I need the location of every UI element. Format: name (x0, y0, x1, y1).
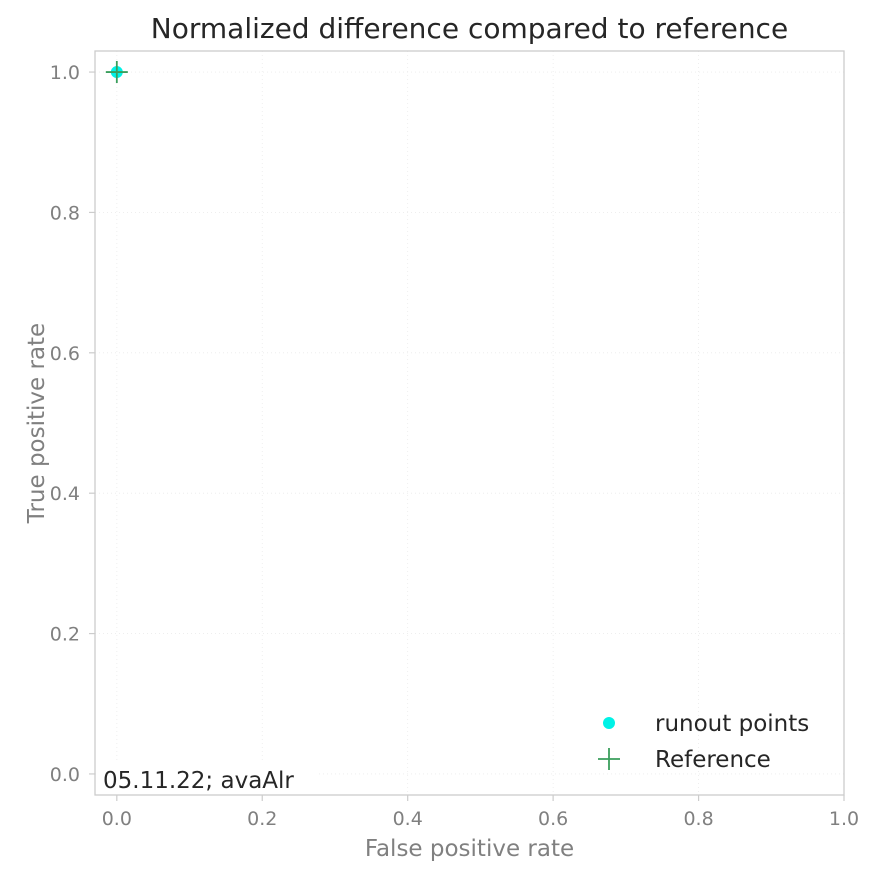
annotation-text: 05.11.22; avaAlr (103, 768, 294, 794)
legend-label-reference: Reference (655, 747, 771, 773)
y-tick-label: 0.2 (50, 624, 80, 646)
legend-label-runout-points: runout points (655, 711, 809, 737)
y-tick-label: 0.0 (50, 764, 80, 786)
x-axis-ticks: 0.0 0.2 0.4 0.6 0.8 1.0 (102, 795, 859, 830)
annotation-background (97, 762, 317, 794)
x-tick-label: 0.6 (538, 808, 568, 830)
plot-frame (94, 50, 845, 796)
y-axis-ticks: 0.0 0.2 0.4 0.6 0.8 1.0 (50, 62, 95, 786)
legend-marker-runout-points (603, 717, 615, 729)
data-point-reference (105, 61, 128, 84)
y-tick-label: 0.6 (50, 343, 80, 365)
y-tick-label: 0.4 (50, 483, 80, 505)
x-tick-label: 0.4 (393, 808, 423, 830)
chart-title: Normalized difference compared to refere… (151, 12, 788, 45)
legend: runout points Reference (598, 711, 809, 773)
y-axis-label: True positive rate (24, 323, 50, 524)
x-tick-label: 0.0 (102, 808, 132, 830)
grid-layer (95, 51, 845, 795)
x-tick-label: 0.8 (683, 808, 713, 830)
y-tick-label: 1.0 (50, 62, 80, 84)
data-layer (105, 61, 128, 84)
x-axis-label: False positive rate (365, 836, 574, 862)
x-tick-label: 0.2 (247, 808, 277, 830)
legend-marker-reference (598, 748, 620, 770)
x-tick-label: 1.0 (829, 808, 859, 830)
y-tick-label: 0.8 (50, 202, 80, 224)
